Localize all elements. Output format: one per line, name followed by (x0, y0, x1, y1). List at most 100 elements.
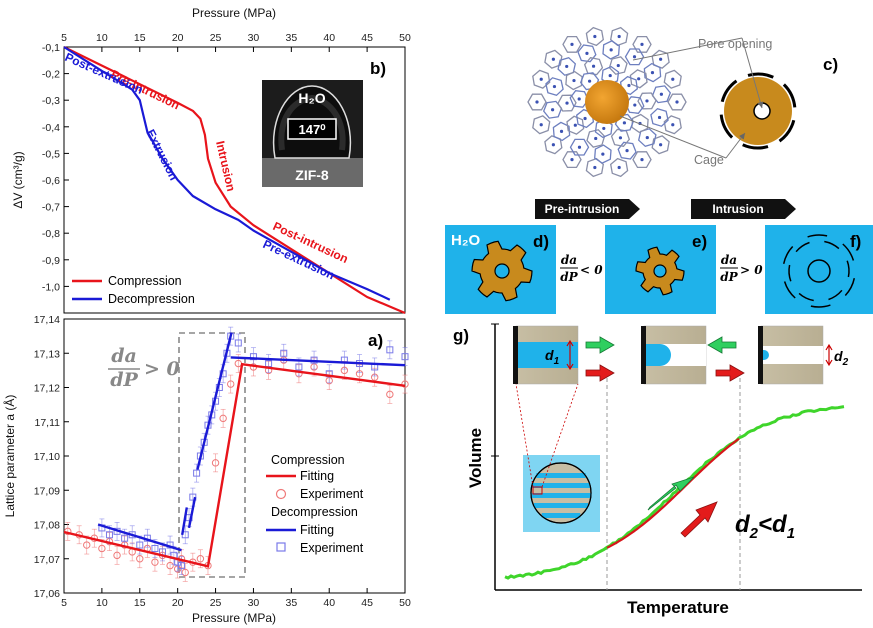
experiment-point-circle (220, 409, 226, 427)
legend-a-comp-exp-swatch (277, 490, 286, 499)
svg-text:da: da (721, 253, 737, 267)
panel-d-pore (495, 264, 509, 278)
panel-b-ytick-label: -0,8 (42, 228, 60, 240)
experiment-point-square (235, 334, 241, 352)
panel-b-xtick-label: 15 (134, 32, 146, 44)
framework-atom (552, 143, 555, 146)
panel-a-xtick-label: 25 (210, 597, 222, 609)
panel-a-xtick-label: 5 (61, 597, 67, 609)
framework-atom (551, 108, 554, 111)
framework-atom (645, 99, 648, 102)
panel-a-ytick-label: 17,10 (34, 451, 60, 463)
experiment-point-circle (212, 454, 218, 472)
panel-b-xtick-label: 50 (399, 32, 411, 44)
framework-atom (659, 143, 662, 146)
panel-a-ytick-label: 17,09 (34, 485, 60, 497)
framework-atom (658, 116, 661, 119)
legend-a-comp-exp: Experiment (300, 487, 364, 501)
framework-atom (618, 166, 621, 169)
panel-a-xtick-label: 15 (134, 597, 146, 609)
legend-a-decomp-exp-swatch (277, 543, 285, 551)
experiment-point-square (99, 519, 105, 537)
panel-b-ytick-label: -0,5 (42, 148, 60, 160)
framework-atom (640, 158, 643, 161)
green-curve-arrow (648, 477, 694, 510)
panel-f-label: f) (850, 232, 861, 251)
panel-b-xtick-label: 30 (248, 32, 260, 44)
inset-liquid-label: H₂O (298, 90, 325, 106)
panel-d-liquid: H₂O (451, 232, 480, 249)
framework-atom (560, 130, 563, 133)
panel-a-ytick-label: 17,14 (34, 314, 60, 326)
framework-atom (627, 84, 630, 87)
panel-b-volume-chart: 5 10 15 20 25 30 35 40 45 50 -0,1 -0,2 -0,3 -0,4 -0,5… (11, 6, 411, 313)
framework-atom (592, 65, 595, 68)
legend-a-decomp-fit: Fitting (300, 523, 334, 537)
panel-b-label: b) (370, 59, 386, 78)
legend-decompression-label: Decompression (108, 292, 195, 306)
panel-a-xtick-label: 35 (285, 597, 297, 609)
panel-b-xtick-label: 20 (172, 32, 184, 44)
panel-a-ytick-label: 17,06 (34, 588, 60, 600)
legend-a-comp-fit: Fitting (300, 469, 334, 483)
panel-a-ytick-label: 17,13 (34, 348, 60, 360)
framework-atom (659, 58, 662, 61)
panel-b-xtick-label: 40 (323, 32, 335, 44)
svg-text:> 0: > 0 (740, 263, 763, 277)
framework-atom (574, 124, 577, 127)
fit-line-decompression-5 (231, 357, 405, 365)
panel-b-y-label: ΔV (cm³/g) (11, 151, 25, 208)
panel-b-xtick-label: 35 (285, 32, 297, 44)
panel-b-y-ticks: -0,1-0,2-0,3-0,4-0,5-0,6-0,7-0,8-0,9-1,0 (42, 42, 69, 293)
framework-atom (617, 64, 620, 67)
svg-text:dP: dP (560, 270, 578, 284)
pore-opening-circle (754, 103, 770, 119)
panel-a-x-label: Pressure (MPa) (192, 611, 276, 625)
panel-b-ytick-label: -0,7 (42, 202, 60, 214)
pore-schematic-2 (641, 326, 706, 384)
fit-line-compression-0 (64, 364, 405, 566)
panel-b-xtick-label: 5 (61, 32, 67, 44)
framework-atom (675, 100, 678, 103)
legend-a-compression: Compression (271, 453, 345, 467)
framework-atom (671, 123, 674, 126)
framework-atom (553, 85, 556, 88)
panel-g-volume-temperature: g) Temperature Volume d1 (453, 324, 862, 617)
pore-opening-label: Pore opening (698, 37, 772, 51)
panel-b-ytick-label: -0,2 (42, 69, 60, 81)
framework-atom (633, 103, 636, 106)
framework-atom (619, 136, 622, 139)
d-relation: d2<d1 (735, 511, 795, 542)
d2-label: d2 (834, 348, 849, 368)
experiment-point-square (326, 365, 332, 383)
experiment-point-circle (167, 557, 173, 575)
experiment-point-square (372, 358, 378, 376)
pre-intrusion-label: Pre-intrusion (545, 202, 620, 216)
experiment-point-circle (182, 563, 188, 581)
panel-b-xtick-label: 45 (361, 32, 373, 44)
panel-b-x-label: Pressure (MPa) (192, 6, 276, 20)
panel-g-x-label: Temperature (627, 598, 729, 617)
red-arrow-1 (586, 365, 614, 381)
legend-a-decomp-exp: Experiment (300, 541, 364, 555)
panel-a-xtick-label: 50 (399, 597, 411, 609)
panel-b-legend: Compression Decompression (72, 274, 195, 306)
framework-atom (601, 153, 604, 156)
annotation-extrusion: Extrusion (143, 127, 181, 183)
experiment-point-square (387, 341, 393, 359)
experiment-point-circle (402, 375, 408, 393)
framework-atom (594, 137, 597, 140)
striped-disk-inset (516, 384, 600, 532)
framework-atom (570, 158, 573, 161)
framework-atom (540, 78, 543, 81)
framework-atom (585, 52, 588, 55)
stage-arrows: Pre-intrusion Intrusion (535, 199, 796, 219)
panel-a-xtick-label: 10 (96, 597, 108, 609)
legend-compression-label: Compression (108, 274, 182, 288)
panel-b-top-ticks: 5 10 15 20 25 30 35 40 45 50 (61, 32, 411, 52)
svg-text:< 0: < 0 (580, 263, 603, 277)
framework-atom (646, 136, 649, 139)
framework-atom (593, 166, 596, 169)
experiment-point-circle (228, 375, 234, 393)
